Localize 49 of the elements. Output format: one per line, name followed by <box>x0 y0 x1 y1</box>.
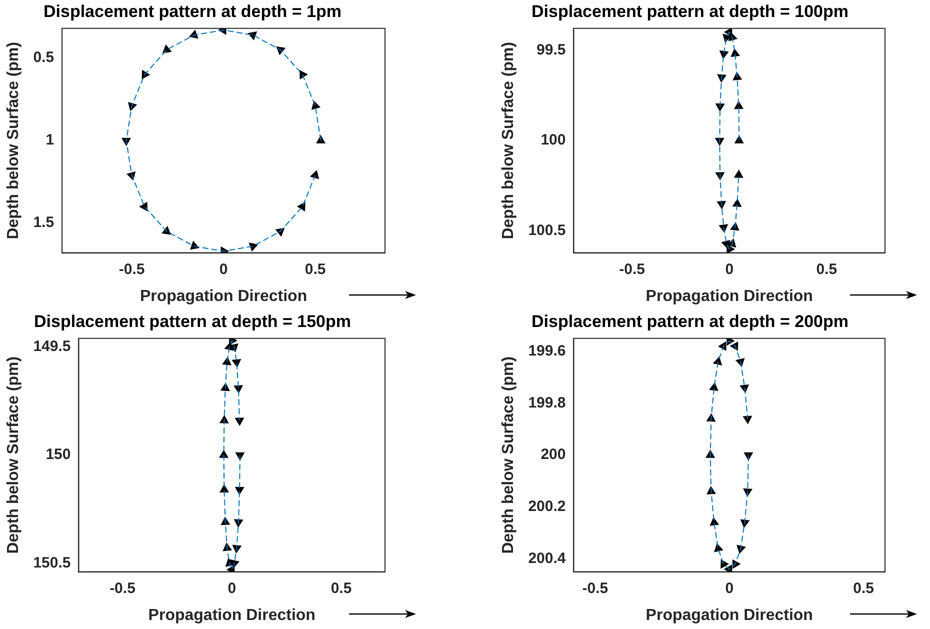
y-tick-label: 200.2 <box>528 498 566 516</box>
y-axis-title: Depth below Surface (pm) <box>5 42 22 240</box>
x-tick-label: -0.5 <box>110 580 136 597</box>
point <box>140 202 148 211</box>
y-tick-label: 100 <box>540 132 566 149</box>
y-axis-title: Depth below Surface (pm) <box>5 356 22 554</box>
x-tick-label: 0.5 <box>330 580 352 597</box>
y-tick-label: 200.4 <box>528 550 566 567</box>
point <box>713 356 722 366</box>
y-tick-label: 100.5 <box>528 222 566 240</box>
x-axis-title: Propagation Direction <box>148 606 316 624</box>
x-tick-label: 0 <box>219 260 228 278</box>
x-axis-title: Propagation Direction <box>646 288 813 305</box>
point <box>297 202 306 212</box>
y-tick-label: 149.5 <box>33 338 71 356</box>
y-tick-label: 200 <box>540 446 566 464</box>
x-tick-label: 0 <box>228 580 236 597</box>
point <box>162 44 172 54</box>
x-axis-title: Propagation Direction <box>646 606 813 624</box>
y-tick-label: 150.5 <box>33 554 71 572</box>
x-axis-title: Propagation Direction <box>140 288 308 305</box>
x-tick-label: 0 <box>725 260 734 278</box>
chart-title: Displacement pattern at depth = 200pm <box>532 312 848 331</box>
point <box>248 242 258 252</box>
x-tick-label: 0 <box>725 580 734 597</box>
chart-title: Displacement pattern at depth = 1pm <box>43 2 342 21</box>
y-tick-label: 0.5 <box>33 49 54 66</box>
x-tick-label: 0.5 <box>304 260 326 278</box>
y-axis-title: Depth below Surface (pm) <box>500 42 518 240</box>
x-tick-label: -0.5 <box>582 580 608 597</box>
y-tick-label: 99.5 <box>536 41 566 58</box>
point <box>235 418 244 426</box>
y-tick-label: 1.5 <box>33 214 54 232</box>
x-tick-label: 0.5 <box>853 580 874 597</box>
point <box>312 101 320 110</box>
point <box>743 416 752 424</box>
y-tick-label: 199.6 <box>528 342 566 360</box>
y-tick-label: 150 <box>46 446 71 464</box>
y-tick-label: 199.8 <box>528 394 566 412</box>
point <box>300 70 308 80</box>
y-tick-label: 1 <box>46 132 54 149</box>
x-tick-label: 0.5 <box>816 260 838 278</box>
x-tick-label: -0.5 <box>619 260 646 278</box>
chart-title: Displacement pattern at depth = 150pm <box>34 312 351 331</box>
y-axis-title: Depth below Surface (pm) <box>500 356 518 554</box>
point <box>310 170 319 179</box>
point <box>734 170 744 178</box>
chart-title: Displacement pattern at depth = 100pm <box>532 2 848 21</box>
x-tick-label: -0.5 <box>118 260 145 278</box>
